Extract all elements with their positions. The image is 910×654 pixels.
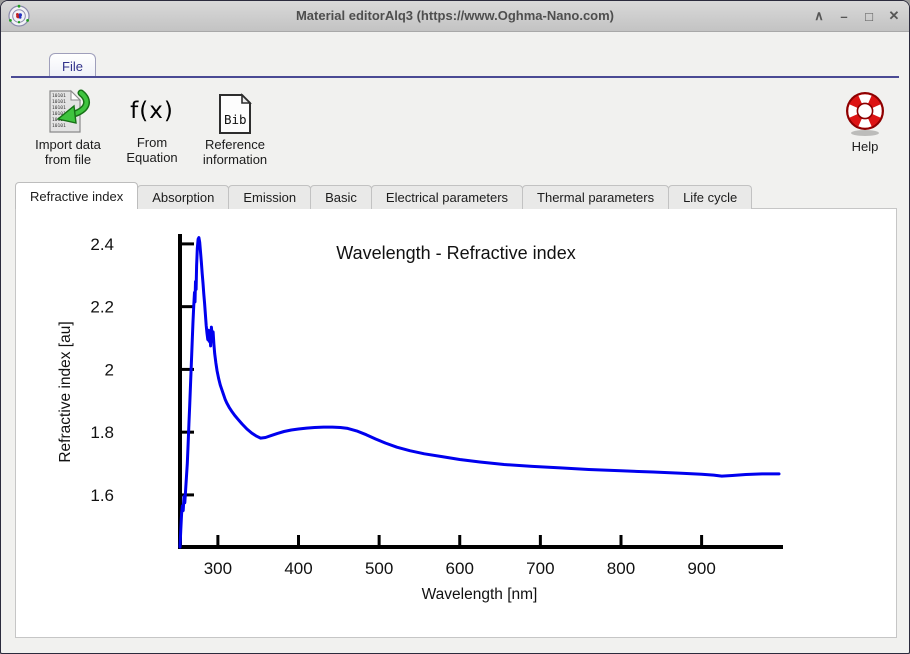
help-button[interactable]: Help <box>835 89 895 154</box>
window-title: Material editorAlq3 (https://www.Oghma-N… <box>295 8 615 23</box>
svg-text:1.6: 1.6 <box>90 486 114 505</box>
tab-refractive-index[interactable]: Refractive index <box>15 182 139 209</box>
window-close-button[interactable]: ✕ <box>888 8 900 23</box>
svg-text:300: 300 <box>204 559 232 578</box>
svg-text:2.4: 2.4 <box>90 235 114 254</box>
import-data-label-line2: from file <box>44 152 92 167</box>
svg-text:600: 600 <box>446 559 474 578</box>
svg-text:Bib: Bib <box>224 112 247 127</box>
from-equation-button[interactable]: f(x) From Equation <box>115 87 189 165</box>
from-equation-label-line1: From <box>136 135 168 150</box>
titlebar: Material editorAlq3 (https://www.Oghma-N… <box>1 1 909 32</box>
svg-text:10101: 10101 <box>52 117 66 123</box>
svg-text:10101: 10101 <box>52 105 66 111</box>
svg-text:700: 700 <box>526 559 554 578</box>
svg-text:Wavelength - Refractive index: Wavelength - Refractive index <box>336 243 575 263</box>
lifebuoy-help-icon <box>842 89 888 137</box>
tab-thermal-parameters[interactable]: Thermal parameters <box>522 185 670 209</box>
from-equation-label-line2: Equation <box>126 150 178 165</box>
svg-text:800: 800 <box>607 559 635 578</box>
svg-text:10101: 10101 <box>52 93 66 99</box>
reference-information-button[interactable]: Bib Reference information <box>191 87 279 167</box>
svg-text:1.8: 1.8 <box>90 423 114 442</box>
reference-label-line1: Reference <box>205 137 265 152</box>
tab-content-panel: 1.6 1.8 2 2.2 2.4 300 400 500 600 700 800 900 Wavele… <box>15 208 897 638</box>
svg-text:500: 500 <box>365 559 393 578</box>
svg-text:400: 400 <box>284 559 312 578</box>
bibliography-icon: Bib <box>216 87 254 135</box>
svg-text:Wavelength [nm]: Wavelength [nm] <box>422 586 538 603</box>
svg-text:900: 900 <box>687 559 715 578</box>
ribbon-divider <box>11 76 899 78</box>
material-tab-bar: Refractive index Absorption Emission Basic E… <box>15 182 753 209</box>
svg-text:10101: 10101 <box>52 99 66 105</box>
tab-electrical-parameters[interactable]: Electrical parameters <box>370 185 524 209</box>
refractive-index-chart: 1.6 1.8 2 2.2 2.4 300 400 500 600 700 800 900 Wavele… <box>57 234 783 603</box>
app-icon <box>8 4 30 27</box>
svg-text:10101: 10101 <box>52 111 66 117</box>
import-data-label-line1: Import data <box>35 137 101 152</box>
svg-text:2: 2 <box>105 360 114 379</box>
import-data-icon: 10101 10101 10101 10101 10101 10101 <box>45 87 91 135</box>
tab-basic[interactable]: Basic <box>310 185 372 209</box>
help-label: Help <box>851 139 879 154</box>
tab-life-cycle[interactable]: Life cycle <box>668 185 753 209</box>
window-controls: ∧ – □ ✕ <box>810 1 903 31</box>
import-data-button[interactable]: 10101 10101 10101 10101 10101 10101 Impo… <box>23 87 113 167</box>
svg-text:10101: 10101 <box>52 123 66 129</box>
svg-text:Refractive index [au]: Refractive index [au] <box>57 321 74 462</box>
reference-label-line2: information <box>202 152 268 167</box>
window-shade-button[interactable]: ∧ <box>814 8 824 23</box>
window-minimize-button[interactable]: – <box>840 8 848 24</box>
fx-equation-icon: f(x) <box>130 97 174 124</box>
tab-emission[interactable]: Emission <box>228 185 312 209</box>
tab-absorption[interactable]: Absorption <box>137 185 230 209</box>
window-maximize-button[interactable]: □ <box>865 8 873 24</box>
file-menu-tab[interactable]: File <box>49 53 96 78</box>
svg-text:2.2: 2.2 <box>90 298 114 317</box>
